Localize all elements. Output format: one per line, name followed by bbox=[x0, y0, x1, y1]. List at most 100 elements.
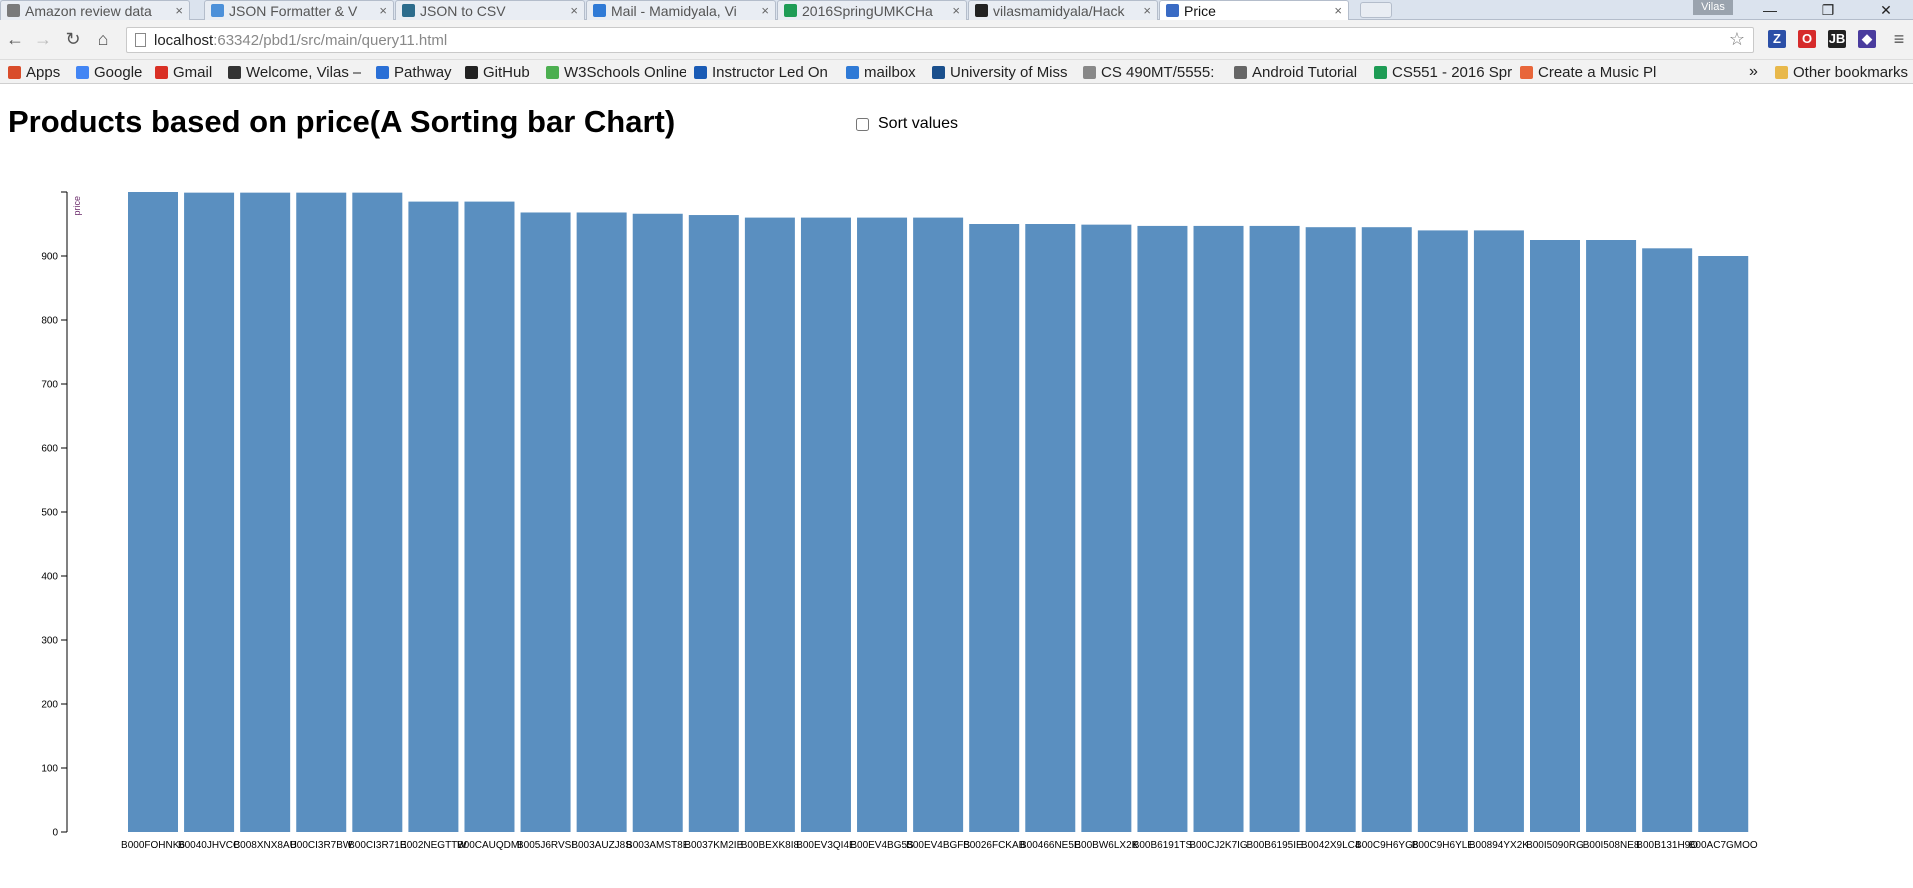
bookmark-item[interactable]: Other bookmarks bbox=[1775, 63, 1908, 81]
bar[interactable] bbox=[857, 217, 908, 833]
x-category-label: B00CI3R7BW bbox=[290, 840, 353, 851]
bookmark-item[interactable]: Android Tutorial bbox=[1234, 63, 1357, 81]
x-category-label: B005J6RVSI bbox=[517, 840, 574, 851]
tab-favicon-icon bbox=[7, 4, 20, 17]
browser-tab[interactable]: Mail - Mamidyala, Vi × bbox=[586, 0, 776, 20]
bookmark-favicon-icon bbox=[155, 65, 168, 79]
bar[interactable] bbox=[352, 192, 403, 832]
bar[interactable] bbox=[1305, 227, 1356, 832]
bar[interactable] bbox=[464, 201, 515, 833]
bar[interactable] bbox=[1530, 240, 1580, 832]
bookmark-item[interactable]: University of Miss bbox=[932, 63, 1068, 81]
tab-close-icon[interactable]: × bbox=[761, 3, 769, 18]
profile-badge[interactable]: Vilas bbox=[1693, 0, 1733, 15]
bar[interactable] bbox=[240, 192, 291, 832]
bookmark-item[interactable]: Apps bbox=[8, 63, 60, 81]
bookmark-item[interactable]: mailbox bbox=[846, 63, 916, 81]
bar[interactable] bbox=[1417, 230, 1468, 832]
tab-close-icon[interactable]: × bbox=[379, 3, 387, 18]
x-category-label: B00AC7GMOO bbox=[1689, 840, 1758, 851]
x-category-label: B00BW6LX2K bbox=[1074, 840, 1138, 851]
sort-values-label: Sort values bbox=[878, 115, 959, 132]
bookmark-item[interactable]: Google bbox=[76, 63, 142, 81]
x-category-label: B00I5090RG bbox=[1526, 840, 1584, 851]
forward-arrow-icon[interactable]: → bbox=[34, 29, 52, 49]
tab-close-icon[interactable]: × bbox=[175, 3, 183, 18]
bar[interactable] bbox=[520, 212, 571, 833]
bookmark-item[interactable]: CS 490MT/5555: bbox=[1083, 63, 1214, 81]
bookmark-label: Google bbox=[94, 63, 143, 81]
bookmark-label: W3Schools Online bbox=[564, 63, 686, 81]
bar[interactable] bbox=[1025, 224, 1076, 832]
close-window-button[interactable]: ✕ bbox=[1880, 2, 1892, 18]
bookmark-item[interactable]: GitHub bbox=[465, 63, 530, 81]
bookmark-star-icon[interactable]: ☆ bbox=[1728, 29, 1745, 49]
bar[interactable] bbox=[800, 217, 851, 833]
url-path: :63342/pbd1/src/main/query11.html bbox=[213, 31, 448, 49]
tab-strip: Amazon review data × JSON Formatter & V × JS… bbox=[0, 0, 1913, 20]
sort-values-checkbox[interactable] bbox=[856, 117, 869, 131]
bar[interactable] bbox=[1081, 224, 1132, 832]
browser-tab[interactable]: Price × bbox=[1159, 0, 1349, 20]
bar[interactable] bbox=[1642, 248, 1693, 832]
reload-icon[interactable]: ↻ bbox=[65, 29, 81, 49]
bar[interactable] bbox=[913, 217, 964, 833]
bar[interactable] bbox=[1698, 256, 1749, 832]
x-category-label: B00EV4BG5S bbox=[850, 840, 914, 851]
zotero-icon[interactable]: Z bbox=[1768, 30, 1786, 48]
extension-icon[interactable]: ◆ bbox=[1858, 30, 1876, 48]
home-icon[interactable]: ⌂ bbox=[97, 29, 109, 49]
tab-favicon-icon bbox=[784, 4, 797, 17]
menu-icon[interactable]: ≡ bbox=[1893, 29, 1905, 49]
bar[interactable] bbox=[184, 192, 235, 832]
new-tab-button[interactable] bbox=[1360, 2, 1392, 18]
bar[interactable] bbox=[1586, 240, 1637, 832]
bookmark-item[interactable]: Welcome, Vilas – bbox=[228, 63, 361, 81]
bar[interactable] bbox=[1249, 225, 1300, 833]
browser-tab[interactable]: JSON to CSV × bbox=[395, 0, 585, 20]
x-category-label: B0040JHVCC bbox=[178, 840, 240, 851]
bookmark-favicon-icon bbox=[1775, 65, 1788, 79]
bookmark-item[interactable]: W3Schools Online bbox=[546, 63, 686, 81]
bar[interactable] bbox=[969, 224, 1020, 832]
tab-close-icon[interactable]: × bbox=[1334, 3, 1342, 18]
back-arrow-icon[interactable]: ← bbox=[6, 29, 24, 49]
tab-favicon-icon bbox=[1166, 4, 1179, 17]
jetbrains-icon[interactable]: JB bbox=[1828, 30, 1846, 48]
bookmark-item[interactable]: Pathway bbox=[376, 63, 452, 81]
bookmark-item[interactable]: CS551 - 2016 Spr bbox=[1374, 63, 1512, 81]
bookmarks-overflow-icon[interactable]: » bbox=[1749, 63, 1758, 80]
tab-favicon-icon bbox=[593, 4, 606, 17]
bar[interactable] bbox=[1137, 225, 1188, 833]
opera-icon[interactable]: O bbox=[1798, 30, 1816, 48]
bar[interactable] bbox=[1193, 225, 1244, 833]
bookmark-item[interactable]: Instructor Led On bbox=[694, 63, 828, 81]
tab-title: JSON Formatter & V bbox=[229, 2, 358, 19]
restore-button[interactable]: ❐ bbox=[1821, 2, 1835, 18]
bar[interactable] bbox=[408, 201, 459, 833]
tab-title: 2016SpringUMKCHa bbox=[802, 2, 933, 19]
tab-close-icon[interactable]: × bbox=[1143, 3, 1151, 18]
tab-title: Price bbox=[1184, 2, 1216, 19]
browser-tab[interactable]: 2016SpringUMKCHa × bbox=[777, 0, 967, 20]
bar[interactable] bbox=[632, 213, 683, 832]
bookmark-item[interactable]: Gmail bbox=[155, 63, 212, 81]
tab-close-icon[interactable]: × bbox=[952, 3, 960, 18]
bar[interactable] bbox=[1361, 227, 1412, 832]
tab-close-icon[interactable]: × bbox=[570, 3, 578, 18]
tab-title: Amazon review data bbox=[25, 2, 152, 19]
minimize-button[interactable]: — bbox=[1763, 2, 1777, 18]
browser-tab[interactable]: JSON Formatter & V × bbox=[204, 0, 394, 20]
bookmark-favicon-icon bbox=[694, 65, 707, 79]
address-bar[interactable]: localhost:63342/pbd1/src/main/query11.ht… bbox=[126, 27, 1754, 53]
bar[interactable] bbox=[744, 217, 795, 833]
bar[interactable] bbox=[296, 192, 347, 832]
bookmark-item[interactable]: Create a Music Pl bbox=[1520, 63, 1656, 81]
bar[interactable] bbox=[688, 215, 739, 832]
bar[interactable] bbox=[128, 192, 178, 832]
browser-tab[interactable]: Amazon review data × bbox=[0, 0, 190, 20]
bar[interactable] bbox=[1473, 230, 1524, 832]
browser-tab[interactable]: vilasmamidyala/Hack × bbox=[968, 0, 1158, 20]
sort-control[interactable]: Sort values bbox=[856, 115, 958, 133]
bar[interactable] bbox=[576, 212, 627, 833]
